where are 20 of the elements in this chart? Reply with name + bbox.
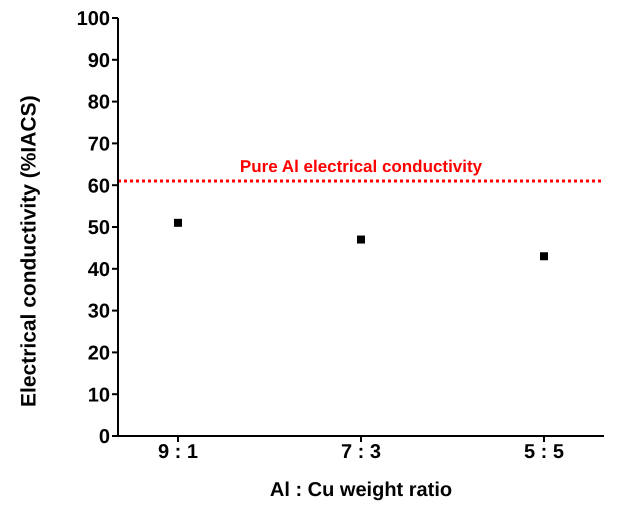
y-tick-label: 80 — [88, 92, 110, 114]
y-axis-title: Electrical conductivity (%IACS) — [17, 95, 40, 407]
x-tick-label: 5 : 5 — [524, 441, 564, 464]
x-axis-title: Al : Cu weight ratio — [270, 479, 452, 501]
y-tick-label: 100 — [76, 8, 110, 30]
point — [174, 218, 182, 227]
y-tick-label: 30 — [88, 300, 110, 323]
ref-line-label: Pure Al electrical conductivity — [240, 157, 483, 176]
point — [357, 236, 365, 244]
x-tick-label: 7 : 3 — [340, 441, 382, 464]
y-tick-label: 0 — [98, 426, 110, 448]
point — [540, 252, 548, 260]
y-tick-label: 50 — [88, 217, 110, 240]
x-tick-label: 9 : 1 — [158, 441, 198, 464]
y-tick-label: 20 — [88, 342, 110, 364]
y-tick-label: 90 — [88, 50, 110, 72]
y-tick-label: 60 — [88, 175, 110, 198]
y-tick-label: 10 — [88, 384, 110, 406]
y-tick-label: 70 — [88, 134, 110, 156]
y-tick-label: 40 — [88, 258, 110, 281]
